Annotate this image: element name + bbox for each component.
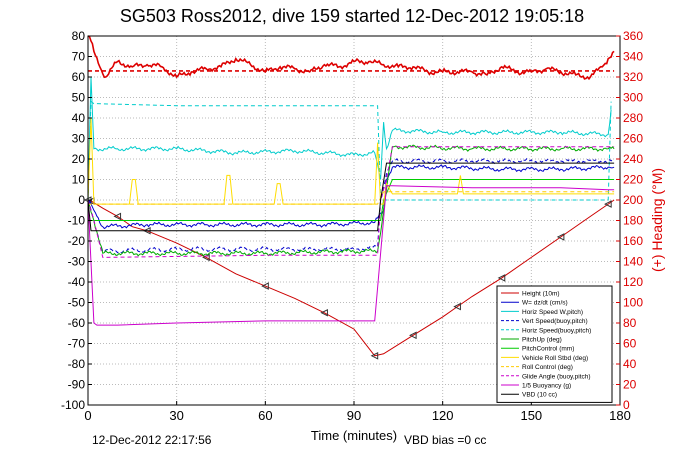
series-line [87,157,615,254]
y-tick-label: 30 [72,132,86,146]
series-line [87,162,615,232]
y2-tick-label: 300 [623,91,643,105]
y2-tick-label: 220 [623,173,643,187]
legend-label: PitchControl (mm) [522,346,574,353]
y-tick-label: 0 [78,193,85,207]
y2-tick-label: 120 [623,275,643,289]
series-line [88,191,615,205]
y-tick-label: -50 [68,296,86,310]
x-axis-label: Time (minutes) [311,428,397,443]
series-line [87,164,615,230]
legend-label: Horiz Speed(buoy,pitch) [522,327,591,334]
y-tick-label: -60 [68,316,86,330]
y-tick-label: 70 [72,50,86,64]
legend-label: Vehicle Roll Stbd (deg) [522,355,588,362]
height-marker [370,351,379,360]
legend-label: W= dz/dt (cm/s) [522,300,568,307]
legend-box [496,285,613,403]
y2-tick-label: 280 [623,111,643,125]
height-marker [113,212,122,221]
legend-label: Height (10m) [522,291,560,298]
y-tick-label: -100 [61,398,85,412]
footer-vbd-bias: VBD bias =0 cc [404,433,486,447]
series-line [87,76,612,201]
y-tick-label: -10 [68,214,86,228]
x-tick-label: 0 [84,408,91,423]
height-marker [604,200,612,208]
x-tick-label: 180 [609,408,631,423]
height-marker [261,282,269,290]
y2-tick-label: 140 [623,255,643,269]
legend-label: Horiz Speed W,pitch) [522,309,583,316]
series-line [88,179,615,221]
height-marker [408,331,417,340]
y-tick-label: -40 [68,275,86,289]
x-tick-label: 30 [169,408,183,423]
y2-tick-label: 160 [623,234,643,248]
y2-tick-label: 0 [623,398,630,412]
series-line [87,146,615,258]
height-marker [556,233,565,241]
y-tick-label: -20 [68,234,86,248]
footer-timestamp: 12-Dec-2012 22:17:56 [92,433,212,447]
y-tick-label: -80 [68,357,86,371]
series-line [87,117,615,205]
y-tick-label: -70 [68,337,86,351]
y2-tick-label: 80 [623,316,637,330]
y2-tick-label: 260 [623,132,643,146]
chart-title: SG503 Ross2012, dive 159 started 12-Dec-… [120,6,584,26]
y-tick-label: 40 [72,111,86,125]
y2-tick-label: 60 [623,337,637,351]
series-group [83,35,615,360]
legend-label: Glide Angle (buoy,pitch) [522,373,591,380]
x-tick-label: 90 [347,408,361,423]
x-tick-label: 120 [432,408,454,423]
y2-tick-label: 100 [623,296,643,310]
series-line [87,100,612,201]
series-line [87,199,615,357]
y2-tick-label: 40 [623,357,637,371]
y-tick-label: 80 [72,29,86,43]
y2-tick-label: 240 [623,152,643,166]
legend-label: 1/5 Buoyancy (g) [522,383,571,390]
y-tick-label: 10 [72,173,86,187]
x-tick-label: 150 [520,408,542,423]
y2-axis-label: (+) Heading (°M) [649,168,665,272]
y-tick-label: 50 [72,91,86,105]
y2-tick-label: 360 [623,29,643,43]
legend-label: VBD (10 cc) [522,392,557,399]
y-tick-label: -30 [68,255,86,269]
height-marker [497,274,506,282]
y2-tick-label: 200 [623,193,643,207]
y-tick-label: -90 [68,378,86,392]
legend: Height (10m) W= dz/dt (cm/s) Horiz Speed W… [496,285,613,403]
height-marker [453,302,461,311]
y2-tick-label: 340 [623,50,643,64]
y-tick-label: 20 [72,152,86,166]
y-tick-label: 60 [72,70,86,84]
y2-tick-label: 20 [623,378,637,392]
series-line [87,35,615,81]
height-marker [320,308,328,317]
series-line [87,185,615,326]
legend-label: Vert Speed(buoy,pitch) [522,318,588,325]
x-tick-label: 60 [258,408,272,423]
series-line [87,144,615,257]
y2-tick-label: 320 [623,70,643,84]
legend-label: PitchUp (deg) [522,337,562,344]
axes-group: 0 30 60 90 120 150 180-100-90-80-70-60-50-40-3… [61,29,643,423]
y2-tick-label: 180 [623,214,643,228]
legend-label: Roll Control (deg) [522,364,573,371]
